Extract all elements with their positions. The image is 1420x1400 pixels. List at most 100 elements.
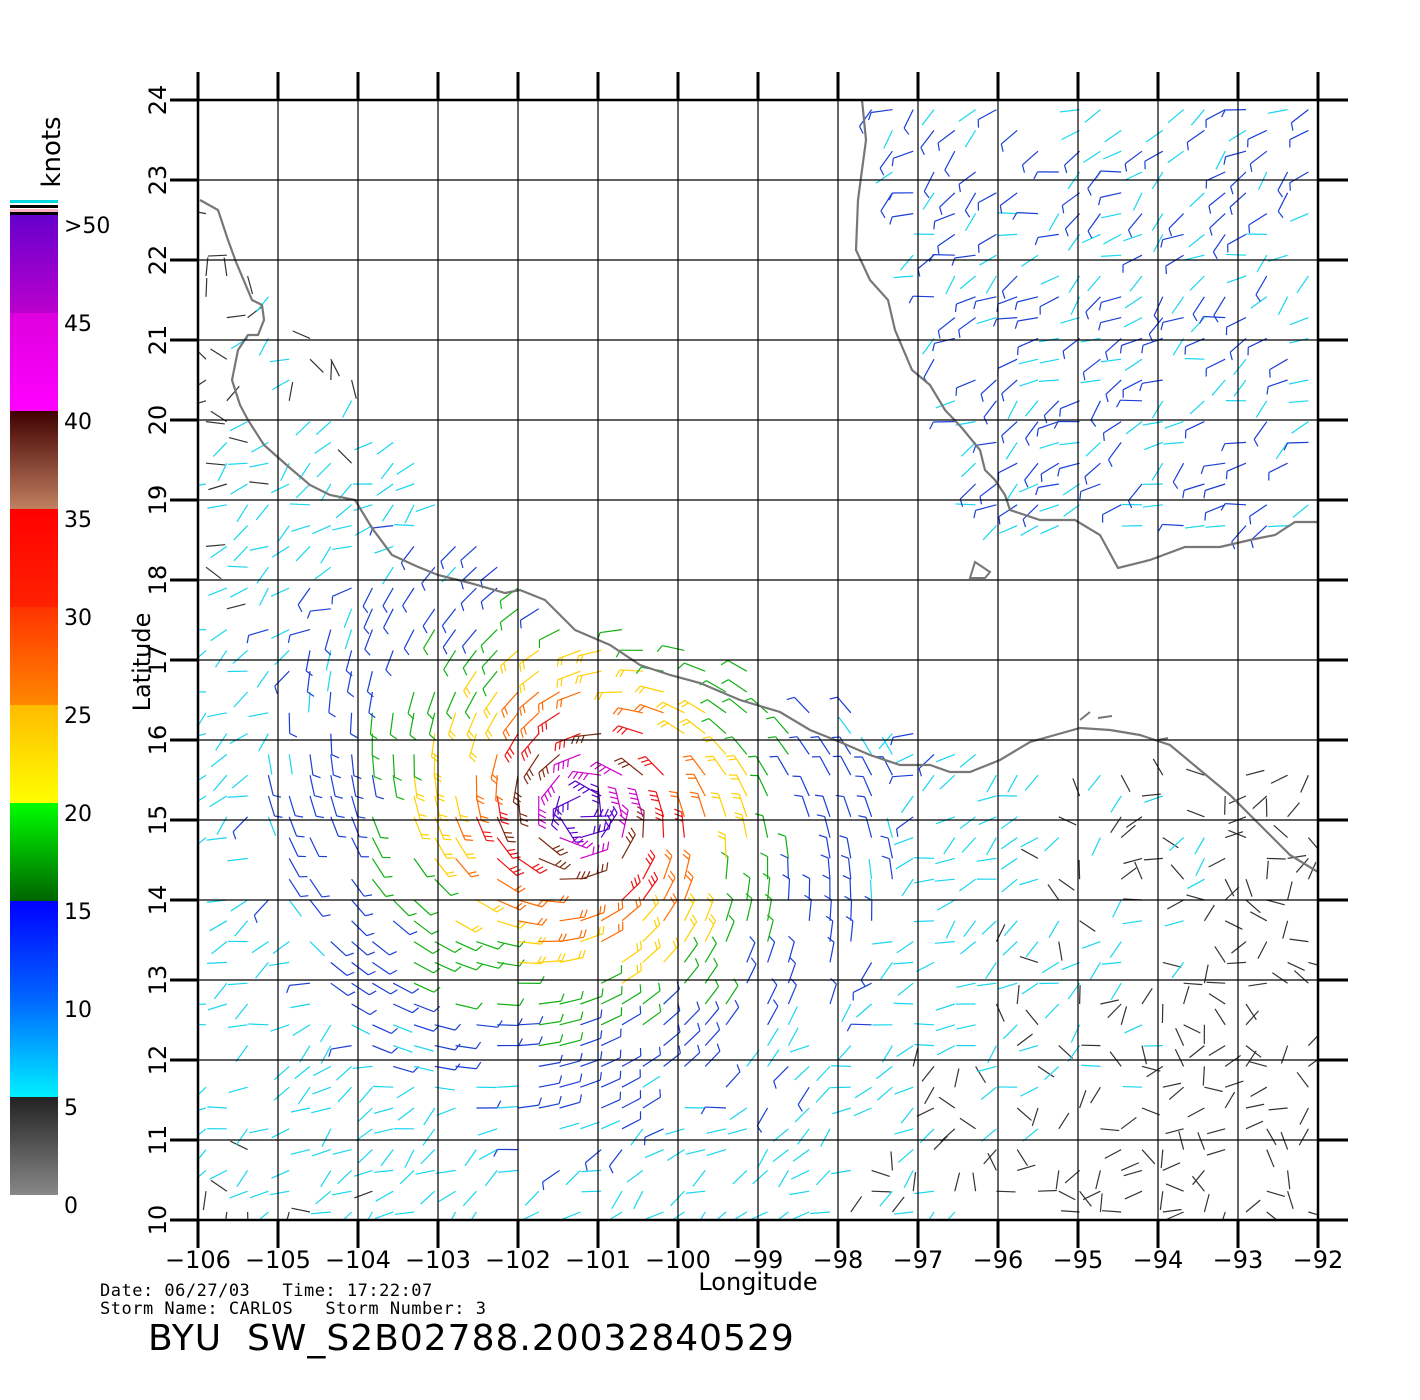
wind-vector — [890, 1151, 893, 1171]
wind-barb — [754, 813, 764, 817]
wind-barb — [656, 720, 665, 726]
wind-vector — [198, 483, 207, 487]
wind-barb — [749, 936, 756, 943]
wind-vector — [871, 109, 893, 114]
wind-barb — [810, 736, 819, 739]
wind-barb — [367, 951, 375, 956]
wind-barb — [476, 795, 485, 800]
wind-vector — [1225, 1080, 1244, 1088]
wind-vector — [977, 982, 997, 987]
wind-vector — [642, 946, 661, 963]
wind-vector — [1087, 774, 1101, 791]
wind-vector — [413, 775, 418, 799]
wind-barb — [312, 774, 321, 779]
wind-vector — [311, 1107, 331, 1114]
wind-vector — [642, 923, 661, 943]
wind-vector — [373, 1169, 394, 1173]
wind-barb — [524, 749, 529, 758]
wind-vector — [442, 629, 457, 648]
wind-vector — [585, 1149, 602, 1164]
wind-vector — [205, 544, 226, 547]
wind-vector — [520, 608, 540, 621]
wind-barb — [702, 736, 711, 740]
wind-vector — [460, 566, 477, 583]
islands-east — [1079, 711, 1169, 741]
wind-vector — [351, 1024, 371, 1035]
wind-vector — [1231, 525, 1247, 543]
wind-barb — [1204, 512, 1207, 521]
wind-barb — [668, 790, 677, 794]
wind-vector — [212, 441, 228, 457]
wind-vector — [230, 587, 248, 598]
wind-vector — [538, 1082, 560, 1088]
wind-vector — [538, 1103, 560, 1109]
wind-barb — [713, 957, 719, 966]
wind-vector — [840, 756, 852, 776]
wind-barb — [1025, 438, 1030, 446]
wind-vector — [1021, 982, 1039, 995]
wind-vector — [1245, 1045, 1262, 1058]
wind-vector — [1060, 1210, 1080, 1213]
wind-barb — [568, 780, 576, 786]
wind-barb — [566, 827, 575, 830]
wind-vector — [728, 679, 748, 693]
wind-barb — [654, 894, 660, 903]
wind-vector — [1227, 233, 1247, 245]
wind-vector — [998, 982, 1018, 990]
wind-vector — [310, 608, 331, 612]
wind-barb — [636, 964, 639, 973]
wind-vector — [662, 701, 685, 714]
wind-vector — [1102, 150, 1122, 160]
wind-vector — [985, 275, 997, 294]
wind-barb — [944, 169, 950, 177]
wind-vector — [746, 898, 753, 921]
wind-vector — [978, 233, 997, 246]
wind-vector — [372, 982, 391, 995]
wind-vector — [297, 587, 311, 606]
wind-vector — [940, 1128, 956, 1142]
wind-barb — [728, 914, 735, 922]
wind-vector — [663, 1031, 681, 1047]
wind-barb — [895, 828, 899, 837]
wind-barb — [426, 712, 434, 720]
wind-vector — [393, 1065, 414, 1073]
wind-vector — [1225, 831, 1244, 839]
wind-vector — [496, 857, 518, 876]
wind-barb — [933, 221, 936, 230]
wind-vector — [520, 712, 540, 731]
wind-barb — [287, 634, 291, 644]
wind-barb — [697, 1044, 701, 1053]
wind-vector — [708, 718, 727, 735]
wind-vector — [1266, 1149, 1275, 1168]
wind-barb — [845, 915, 854, 922]
wind-vector — [289, 629, 311, 636]
wind-barb — [745, 893, 753, 900]
wind-vector — [960, 441, 977, 457]
x-tick-label: −101 — [565, 1246, 631, 1274]
wind-vector — [797, 1086, 810, 1105]
wind-barb — [403, 648, 410, 656]
wind-vector — [331, 1190, 352, 1196]
wind-barb — [972, 445, 977, 454]
wind-vector — [843, 796, 852, 817]
wind-barb — [1127, 500, 1133, 509]
wind-barb — [365, 913, 374, 917]
wind-vector — [233, 545, 249, 562]
wind-barb — [423, 647, 429, 656]
wind-vector — [255, 504, 269, 521]
wind-barb — [689, 791, 698, 795]
wind-vector — [309, 358, 324, 373]
wind-vector — [371, 754, 375, 777]
wind-vector — [501, 691, 519, 711]
wind-barb — [1266, 386, 1269, 395]
wind-barb — [998, 516, 1001, 525]
wind-vector — [372, 525, 394, 529]
wind-vector — [349, 712, 353, 734]
wind-barb — [929, 421, 934, 430]
wind-vector — [1085, 441, 1101, 457]
wind-vector — [712, 755, 727, 776]
wind-vector — [645, 756, 665, 776]
wind-vector — [1293, 970, 1309, 984]
wind-vector — [434, 837, 448, 859]
wind-barb — [476, 1002, 483, 1010]
